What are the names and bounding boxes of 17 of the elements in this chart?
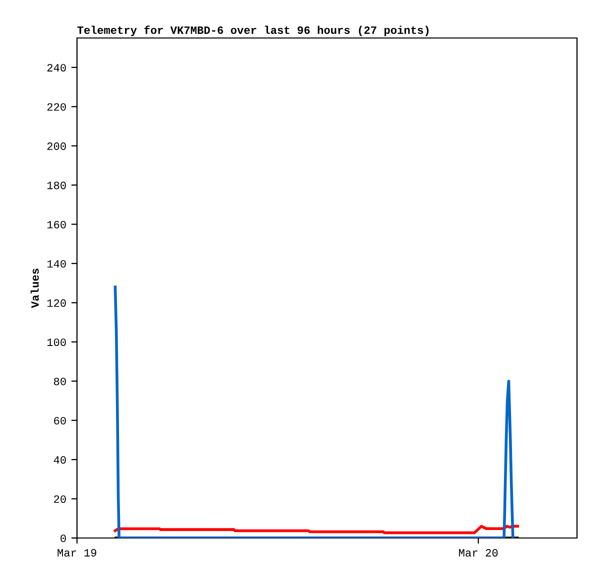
y-tick-label: 200 [47, 142, 66, 150]
y-tick-label: 240 [47, 64, 66, 72]
y-tick-label: 140 [47, 260, 66, 268]
y-tick-label: 120 [47, 299, 66, 307]
x-tick-label: Mar 19 [58, 549, 96, 557]
x-tick-label: Mar 20 [459, 549, 498, 557]
y-tick-label: 160 [47, 220, 66, 228]
y-axis-title: Values [30, 268, 39, 308]
y-tick-label: 100 [47, 338, 66, 346]
y-tick-label: 20 [54, 495, 66, 503]
y-tick-label: 220 [47, 103, 66, 111]
y-tick-label: 40 [54, 456, 66, 464]
chart-title: Telemetry for VK7MBD-6 over last 96 hours (27 points) [77, 26, 429, 36]
y-tick-label: 180 [47, 182, 66, 190]
y-tick-label: 60 [54, 416, 66, 424]
y-tick-label: 80 [54, 378, 66, 386]
y-tick-label: 0 [60, 534, 66, 542]
